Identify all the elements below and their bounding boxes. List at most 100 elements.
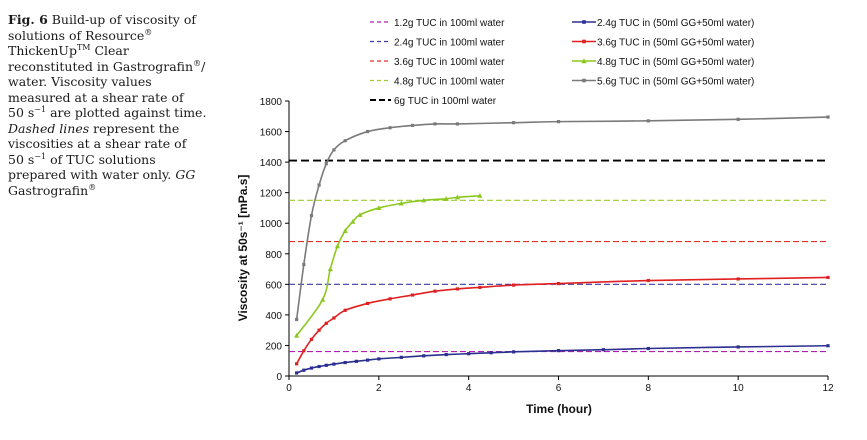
legend-label: 5.6g TUC in (50ml GG+50ml water) xyxy=(597,77,754,88)
data-point xyxy=(366,129,370,134)
data-point xyxy=(309,337,314,341)
data-series xyxy=(294,115,830,375)
data-point xyxy=(444,353,448,357)
y-axis-label: Viscosity at 50s⁻¹ [mPa.s] xyxy=(236,175,250,322)
data-point xyxy=(511,121,516,125)
x-tick-label: 2 xyxy=(376,383,382,394)
data-point xyxy=(646,278,650,283)
y-tick-label: 1600 xyxy=(260,128,283,139)
caption-line-3a: ThickenUp xyxy=(8,43,77,58)
y-tick-label: 1400 xyxy=(260,158,283,169)
data-point xyxy=(601,348,606,352)
data-point xyxy=(421,197,427,203)
data-point xyxy=(357,212,363,217)
data-point xyxy=(388,297,392,301)
data-point xyxy=(398,200,404,206)
data-point xyxy=(317,328,321,332)
legend-label: 2.4g TUC in 100ml water xyxy=(394,38,505,49)
y-tick-label: 600 xyxy=(265,280,282,291)
y-tick-label: 0 xyxy=(276,372,282,383)
data-point xyxy=(511,350,516,354)
data-point xyxy=(826,344,830,348)
data-point xyxy=(646,346,650,351)
x-tick-label: 10 xyxy=(733,383,745,394)
series-group xyxy=(295,344,830,375)
data-point xyxy=(556,120,561,124)
data-point xyxy=(334,243,341,249)
data-point xyxy=(295,362,299,366)
y-tick-label: 400 xyxy=(265,311,282,322)
caption-line-10a: 50 s xyxy=(8,151,35,167)
data-point xyxy=(324,321,328,325)
series-line xyxy=(295,116,829,320)
legend-label: 6g TUC in 100ml water xyxy=(394,96,497,107)
data-point xyxy=(366,301,370,306)
data-point xyxy=(343,360,347,365)
data-point xyxy=(736,277,740,281)
figure-caption: Fig. 6 Build-up of viscosity of solution… xyxy=(8,12,208,198)
data-point xyxy=(309,366,314,370)
data-point xyxy=(295,371,299,375)
figure-label: Fig. 6 xyxy=(8,12,48,27)
data-point xyxy=(388,126,392,130)
data-point xyxy=(454,194,461,200)
data-point xyxy=(302,262,306,267)
data-point xyxy=(646,119,650,123)
caption-line-4: reconstituted in Gastrografin xyxy=(8,58,194,74)
y-tick-label: 200 xyxy=(265,341,282,352)
data-point xyxy=(433,289,437,293)
data-point xyxy=(826,115,830,119)
caption-line-2: solutions of Resource xyxy=(8,27,145,43)
reference-lines xyxy=(289,159,828,353)
y-tick-label: 1000 xyxy=(260,219,283,230)
data-point xyxy=(582,78,586,83)
x-tick-label: 12 xyxy=(822,383,834,394)
y-tick-label: 1800 xyxy=(260,97,283,108)
data-point xyxy=(581,58,587,64)
x-axis-label: Time (hour) xyxy=(526,402,592,416)
caption-line-9: viscosities at a shear rate of xyxy=(8,136,187,151)
data-point xyxy=(332,362,336,366)
x-tick-label: 8 xyxy=(646,383,652,394)
series-line xyxy=(296,344,829,374)
caption-line-4b: / xyxy=(201,58,206,74)
data-point xyxy=(377,357,381,361)
chart-axes: 0 200 400 600 800 1000 1200 1400 1600 1800 0 2 4 6 8 10… xyxy=(260,97,834,394)
data-point xyxy=(826,275,830,280)
x-tick-label: 6 xyxy=(556,383,562,394)
caption-line-6: measured at a shear rate of xyxy=(8,89,184,105)
data-point xyxy=(332,148,336,152)
series-group xyxy=(295,275,830,366)
unit-exponent: −1 xyxy=(34,104,47,114)
x-tick-label: 0 xyxy=(286,383,292,394)
series-group xyxy=(295,115,830,322)
data-point xyxy=(327,266,333,272)
legend-label: 2.4g TUC in (50ml GG+50ml water) xyxy=(597,18,754,29)
data-point xyxy=(295,317,299,322)
data-point xyxy=(443,196,449,201)
data-point xyxy=(324,363,328,367)
data-point xyxy=(556,349,561,353)
data-point xyxy=(320,297,326,302)
data-point xyxy=(332,316,336,320)
caption-line-11b: GG xyxy=(175,167,196,182)
caption-line-3b: Clear xyxy=(94,43,129,58)
caption-line-8b: represent the xyxy=(93,120,180,136)
data-point xyxy=(354,359,358,363)
caption-line-11a: prepared with water only. xyxy=(8,167,172,182)
data-point xyxy=(477,193,483,198)
caption-line-12: Gastrografin xyxy=(8,182,89,198)
data-point xyxy=(302,368,306,372)
caption-line-10b: of TUC solutions xyxy=(50,151,156,167)
data-point xyxy=(422,354,426,358)
trademark-mark: TM xyxy=(76,42,91,52)
caption-line-5: water. Viscosity values xyxy=(8,74,152,89)
legend-label: 3.6g TUC in 100ml water xyxy=(394,57,505,68)
data-point xyxy=(556,281,561,286)
data-point xyxy=(511,283,516,287)
caption-line-8a: Dashed lines xyxy=(8,120,90,136)
data-point xyxy=(317,364,321,369)
series-line xyxy=(295,194,480,336)
data-point xyxy=(582,20,586,24)
